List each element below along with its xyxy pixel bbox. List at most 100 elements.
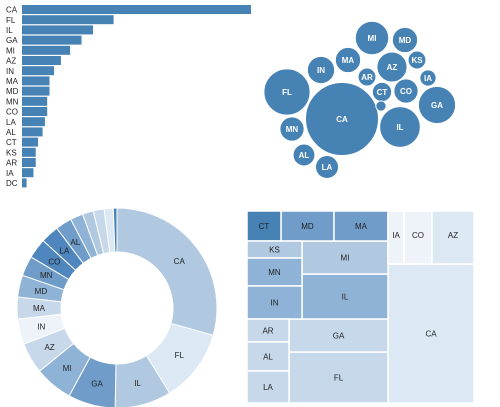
slice-label-mi: MI <box>63 364 72 373</box>
bar-label-in: IN <box>6 67 14 76</box>
treemap-label-ma: MA <box>355 222 368 231</box>
treemap-label-ks: KS <box>269 246 280 255</box>
bar-in <box>22 66 55 76</box>
bar-al <box>22 127 43 137</box>
bubble-in <box>306 55 336 85</box>
bar-label-ks: KS <box>6 148 17 157</box>
bubble-md <box>391 26 419 54</box>
treemap-label-mi: MI <box>341 254 350 263</box>
treemap-label-ca: CA <box>425 329 437 338</box>
slice-label-al: AL <box>70 238 80 247</box>
slice-label-md: MD <box>35 287 48 296</box>
bubble-co <box>393 78 419 104</box>
bar-label-ct: CT <box>6 138 17 147</box>
bar-ar <box>22 158 36 167</box>
bubble-fl <box>263 68 311 116</box>
bubble-label-la: LA <box>322 163 333 172</box>
bar-co <box>22 107 48 116</box>
bar-label-mn: MN <box>6 97 19 106</box>
treemap-label-ar: AR <box>262 327 273 336</box>
treemap-cell-il <box>301 273 389 320</box>
slice-dc <box>112 207 118 253</box>
bubble-label-ca: CA <box>336 115 348 124</box>
bar-md <box>22 86 50 96</box>
slice-label-ga: GA <box>91 379 103 388</box>
slice-label-in: IN <box>37 323 45 332</box>
bubble-label-mi: MI <box>368 34 377 43</box>
bubble-label-ma: MA <box>342 56 355 65</box>
bubble-ks <box>407 50 427 70</box>
bubble-label-ia: IA <box>424 74 432 83</box>
slice-label-fl: FL <box>175 351 185 360</box>
treemap-label-la: LA <box>263 383 273 392</box>
bubble-label-md: MD <box>399 36 412 45</box>
bubble-label-co: CO <box>400 87 412 96</box>
treemap-cell-mn <box>246 257 303 287</box>
treemap-label-mn: MN <box>268 268 281 277</box>
slice-label-co: CO <box>48 258 60 267</box>
slice-label-la: LA <box>60 246 70 255</box>
slice-label-il: IL <box>134 379 141 388</box>
treemap-label-il: IL <box>342 293 349 302</box>
bar-label-mi: MI <box>6 46 15 55</box>
slice-label-ca: CA <box>174 257 186 266</box>
treemap-cell-ma <box>333 210 389 242</box>
bubble-label-ks: KS <box>411 56 423 65</box>
bubble-label-il: IL <box>396 123 403 132</box>
bar-label-ia: IA <box>6 169 14 178</box>
bubble-al <box>292 143 316 167</box>
treemap-cell-md <box>280 210 335 242</box>
bar-ma <box>22 76 50 86</box>
treemap-label-ct: CT <box>259 222 270 231</box>
bubble-label-fl: FL <box>282 88 292 97</box>
treemap-label-al: AL <box>263 353 273 362</box>
bar-il <box>22 25 93 35</box>
bar-mn <box>22 96 48 106</box>
bar-label-dc: DC <box>6 179 18 188</box>
bar-label-al: AL <box>6 128 16 137</box>
treemap-cell-in <box>246 285 303 320</box>
bar-label-ar: AR <box>6 159 17 168</box>
bubble-label-mn: MN <box>286 125 299 134</box>
treemap-label-ga: GA <box>333 332 345 341</box>
bar-label-ca: CA <box>6 6 18 15</box>
bubble-ga <box>417 85 457 125</box>
treemap-label-md: MD <box>301 222 314 231</box>
treemap-label-in: IN <box>271 299 279 308</box>
bar-az <box>22 56 61 65</box>
slice-label-az: AZ <box>44 343 54 352</box>
slice-label-mn: MN <box>40 271 53 280</box>
bar-label-ma: MA <box>6 77 19 86</box>
bar-la <box>22 117 45 127</box>
bubble-ia <box>419 69 437 87</box>
treemap-label-fl: FL <box>334 374 344 383</box>
bar-ct <box>22 137 39 147</box>
bar-ga <box>22 35 82 45</box>
bar-label-md: MD <box>6 87 19 96</box>
bubble-ma <box>334 46 362 74</box>
treemap-cell-az <box>431 210 475 265</box>
bubble-il <box>379 106 421 148</box>
bubble-chart: CA FL IL GA MI AZ IN MA MD MN CO LA AL CT KS AR IA <box>263 20 457 180</box>
treemap-cell-la <box>246 370 290 404</box>
bar-label-ga: GA <box>6 36 18 45</box>
bubble-mi <box>354 20 390 56</box>
slice-label-ma: MA <box>33 304 46 313</box>
bar-mi <box>22 45 71 55</box>
bubble-label-ar: AR <box>361 73 373 82</box>
bubble-ca <box>305 82 379 156</box>
bubble-la <box>314 154 340 180</box>
bubble-dc <box>375 100 387 112</box>
bar-ia <box>22 168 34 178</box>
bar-label-la: LA <box>6 118 16 127</box>
bar-ks <box>22 147 36 157</box>
bar-ca <box>22 5 251 14</box>
bubble-label-in: IN <box>317 66 325 75</box>
bubble-label-al: AL <box>299 151 310 160</box>
treemap-label-ia: IA <box>392 231 400 240</box>
slice-ca <box>116 207 218 336</box>
bubble-ar <box>357 67 377 87</box>
